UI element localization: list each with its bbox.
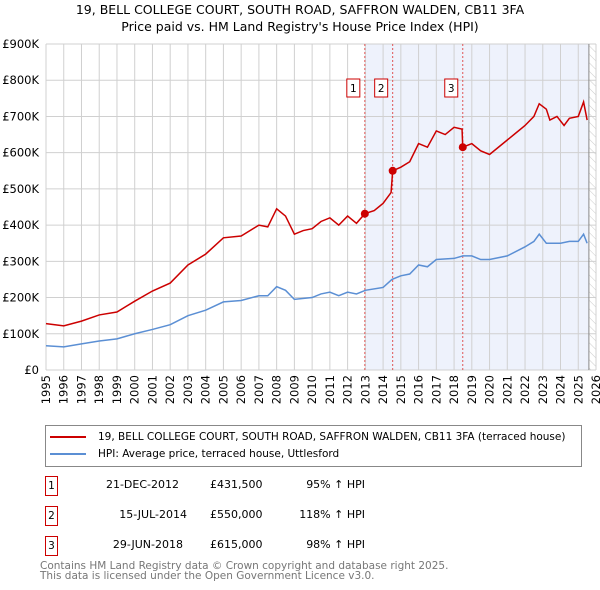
sale-hpi-change: 98% ↑ HPI xyxy=(306,538,365,551)
x-tick-label: 2002 xyxy=(163,375,177,404)
y-tick-label: £500K xyxy=(2,182,39,196)
y-tick-label: £700K xyxy=(2,109,39,123)
legend-swatch-property xyxy=(50,436,86,438)
hpi-line xyxy=(45,232,588,348)
x-tick-label: 2021 xyxy=(500,375,514,404)
shaded-region xyxy=(364,44,589,370)
y-tick-label: £200K xyxy=(2,291,39,305)
legend-swatch-hpi xyxy=(50,453,86,455)
price-chart: 1995 1996 1997 1998 1999 2000 2001 2002 2003 2004… xyxy=(2,37,600,404)
x-tick-label: 2016 xyxy=(412,375,426,404)
sale-hpi-change: 95% ↑ HPI xyxy=(306,478,365,491)
x-tick-label: 2010 xyxy=(305,375,319,404)
sale-price: £431,500 xyxy=(210,478,263,491)
sale-hpi-change: 118% ↑ HPI xyxy=(299,508,365,521)
sale-point xyxy=(360,209,369,218)
sale-number: 2 xyxy=(45,506,58,526)
x-tick-label: 2009 xyxy=(287,375,301,404)
x-tick-label: 2023 xyxy=(536,375,550,404)
y-tick-label: £900K xyxy=(2,37,39,51)
x-tick-label: 2004 xyxy=(199,375,213,404)
x-tick-label: 2000 xyxy=(128,375,142,404)
x-tick-label: 2020 xyxy=(483,375,497,404)
sale-row: 3 29-JUN-2018 £615,000 98% ↑ HPI xyxy=(45,536,385,556)
x-tick-label: 2008 xyxy=(270,375,284,404)
sale-point xyxy=(388,166,397,175)
x-tick-label: 2003 xyxy=(181,375,195,404)
y-tick-label: £0 xyxy=(24,363,39,377)
sale-point xyxy=(458,143,467,152)
sale-price: £550,000 xyxy=(210,508,263,521)
y-tick-label: £100K xyxy=(2,327,39,341)
legend-label-property: 19, BELL COLLEGE COURT, SOUTH ROAD, SAFF… xyxy=(98,431,566,443)
x-tick-label: 2013 xyxy=(358,375,372,404)
sale-price: £615,000 xyxy=(210,538,263,551)
sale-marker-box xyxy=(374,78,389,98)
x-tick-label: 2025 xyxy=(571,375,585,404)
x-tick-label: 2014 xyxy=(376,375,390,404)
sale-row: 1 21-DEC-2012 £431,500 95% ↑ HPI xyxy=(45,476,385,496)
x-tick-label: 2026 xyxy=(589,375,600,404)
x-tick-label: 2005 xyxy=(216,375,230,404)
legend-label-hpi: HPI: Average price, terraced house, Uttl… xyxy=(98,448,340,460)
x-tick-label: 2012 xyxy=(341,375,355,404)
x-tick-label: 1995 xyxy=(39,375,53,404)
x-tick-label: 2017 xyxy=(429,375,443,404)
chart-title: 19, BELL COLLEGE COURT, SOUTH ROAD, SAFF… xyxy=(75,2,525,17)
chart-subtitle: Price paid vs. HM Land Registry's House … xyxy=(121,19,479,34)
x-tick-label: 2024 xyxy=(554,375,568,404)
sale-marker-number: 2 xyxy=(378,83,385,95)
y-tick-label: £600K xyxy=(2,146,39,160)
sale-number: 3 xyxy=(45,536,58,556)
legend: 19, BELL COLLEGE COURT, SOUTH ROAD, SAFF… xyxy=(45,425,582,467)
sale-marker-number: 1 xyxy=(350,83,357,95)
x-tick-label: 2015 xyxy=(394,375,408,404)
y-tick-label: £400K xyxy=(2,218,39,232)
x-tick-label: 1999 xyxy=(110,375,124,404)
sale-marker-box xyxy=(444,78,459,98)
x-tick-label: 2001 xyxy=(145,375,159,404)
property-price-line xyxy=(45,99,588,327)
sale-marker-box xyxy=(346,78,361,98)
x-tick-label: 2022 xyxy=(518,375,532,404)
sale-date: 29-JUN-2018 xyxy=(112,538,183,551)
x-tick-label: 2019 xyxy=(465,375,479,404)
x-tick-label: 2011 xyxy=(323,375,337,404)
footer-line-2: This data is licensed under the Open Gov… xyxy=(40,570,375,582)
sale-date: 21-DEC-2012 xyxy=(105,478,179,491)
x-tick-label: 1998 xyxy=(92,375,106,404)
x-tick-label: 1996 xyxy=(57,375,71,404)
sale-number: 1 xyxy=(45,476,58,496)
sale-row: 2 15-JUL-2014 £550,000 118% ↑ HPI xyxy=(45,506,385,526)
y-tick-label: £300K xyxy=(2,254,39,268)
y-tick-label: £800K xyxy=(2,73,39,87)
hatched-region xyxy=(588,44,596,370)
sale-date: 15-JUL-2014 xyxy=(119,508,187,521)
x-tick-label: 1997 xyxy=(74,375,88,404)
x-tick-label: 2007 xyxy=(252,375,266,404)
footer-line-1: Contains HM Land Registry data © Crown c… xyxy=(40,560,449,572)
sale-marker-number: 3 xyxy=(448,83,455,95)
footer: Contains HM Land Registry data © Crown c… xyxy=(40,560,449,582)
x-tick-label: 2018 xyxy=(447,375,461,404)
x-tick-label: 2006 xyxy=(234,375,248,404)
